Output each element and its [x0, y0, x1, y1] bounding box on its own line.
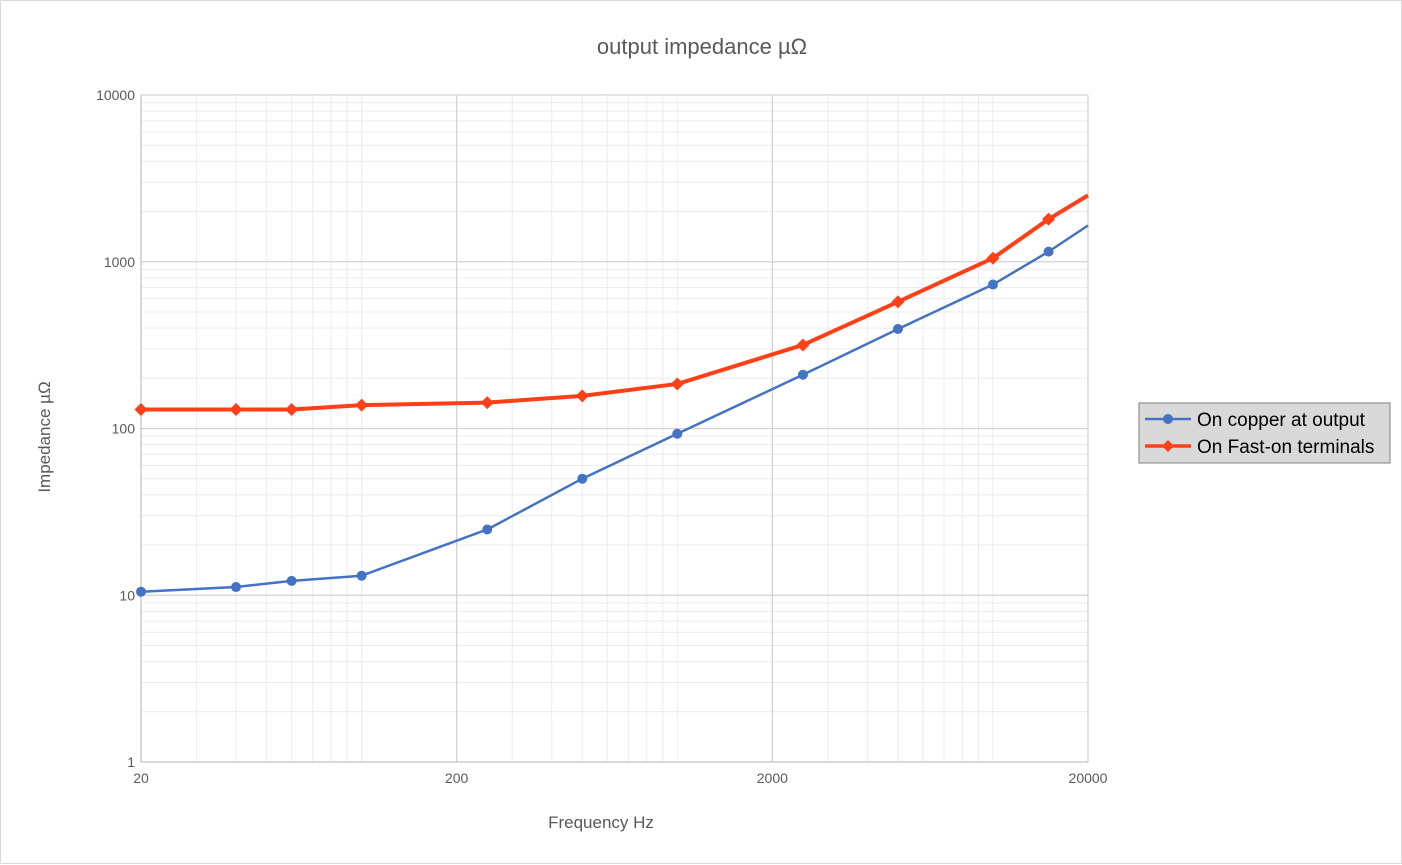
data-point-copper — [672, 428, 683, 439]
series-layer — [134, 193, 1090, 597]
legend: On copper at output On Fast-on terminals — [1138, 402, 1391, 464]
data-point-copper — [987, 279, 998, 290]
data-point-fast-on — [575, 389, 589, 403]
data-point-fast-on — [891, 295, 905, 309]
series-line-fast-on — [141, 193, 1090, 412]
data-point-copper — [892, 324, 903, 335]
chart-title: output impedance µΩ — [597, 34, 807, 59]
data-point-copper — [482, 524, 493, 535]
y-tick-label: 100 — [112, 421, 136, 437]
legend-marker-fast-on — [1162, 440, 1174, 452]
y-tick-label: 10000 — [96, 87, 135, 103]
data-point-fast-on — [134, 402, 148, 416]
axes — [140, 95, 1088, 763]
x-tick-label: 2000 — [757, 770, 788, 786]
data-point-copper — [1043, 246, 1054, 257]
data-point-fast-on — [986, 251, 1000, 265]
data-point-fast-on — [229, 402, 243, 416]
data-point-fast-on — [1042, 212, 1056, 226]
data-point-fast-on — [355, 398, 369, 412]
data-point-fast-on — [796, 338, 810, 352]
data-point-copper — [286, 575, 297, 586]
y-tick-label: 1000 — [104, 254, 135, 270]
data-point-copper — [231, 582, 242, 593]
x-tick-label: 20000 — [1069, 770, 1108, 786]
data-point-copper — [577, 473, 588, 484]
y-tick-label: 10 — [119, 587, 135, 603]
data-point-copper — [356, 570, 367, 581]
data-point-copper — [797, 369, 808, 380]
x-axis-title: Frequency Hz — [548, 813, 654, 832]
data-point-fast-on — [480, 396, 494, 410]
x-tick-label: 20 — [133, 770, 149, 786]
legend-label-copper: On copper at output — [1197, 410, 1366, 431]
legend-marker-copper — [1163, 414, 1173, 424]
legend-entry-copper: On copper at output — [1145, 410, 1366, 431]
y-axis-title: Impedance µΩ — [35, 381, 54, 492]
data-point-fast-on — [285, 402, 299, 416]
legend-label-fast-on: On Fast-on terminals — [1197, 437, 1374, 458]
series-line-copper — [140, 224, 1089, 593]
x-tick-label: 200 — [445, 770, 469, 786]
legend-box — [1138, 402, 1391, 464]
tick-labels: 20 200 2000 20000 1 10 100 1000 10000 — [96, 87, 1108, 786]
y-tick-label: 1 — [127, 754, 135, 770]
legend-entry-fast-on: On Fast-on terminals — [1145, 437, 1374, 458]
data-point-copper — [136, 586, 146, 597]
data-point-fast-on — [670, 377, 684, 391]
